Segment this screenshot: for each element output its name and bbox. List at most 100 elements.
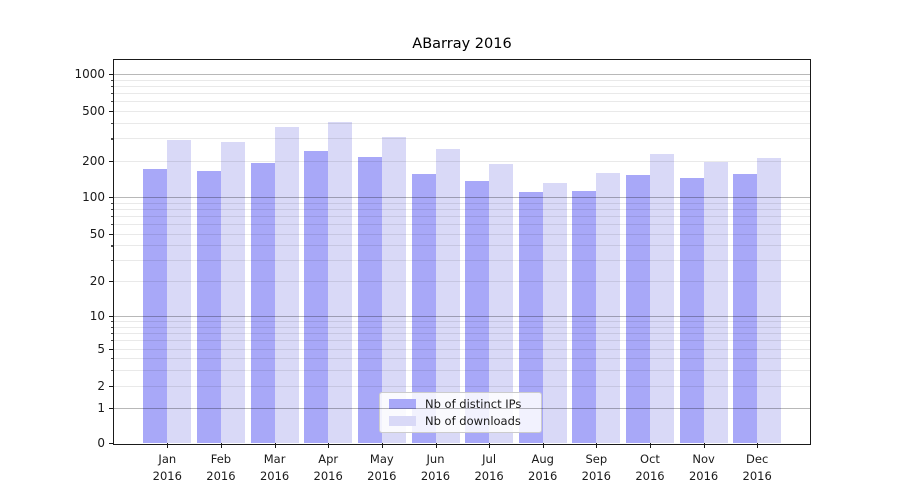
y-minortick-7: [111, 333, 114, 335]
bar-ips-nov: [679, 178, 704, 443]
x-tick-mar: [274, 443, 276, 448]
y-tick-label-20: 20: [89, 274, 105, 288]
gridline-800: [114, 85, 810, 87]
x-label-aug: Aug 2016: [528, 452, 558, 483]
y-tick-label-2: 2: [97, 379, 105, 393]
x-tick-dec: [757, 443, 759, 448]
y-tick-label-5: 5: [97, 342, 105, 356]
y-minortick-800: [111, 85, 114, 87]
legend-swatch-downloads: [389, 416, 416, 426]
bar-downloads-nov: [703, 161, 728, 443]
y-minortick-60: [111, 224, 114, 226]
y-minortick-9: [111, 321, 114, 323]
y-tick-label-0: 0: [97, 436, 105, 450]
y-minortick-4: [111, 358, 114, 360]
y-minortick-40: [111, 245, 114, 247]
gridline-1000: [114, 74, 810, 75]
bar-ips-apr: [304, 150, 329, 443]
x-tick-sep: [596, 443, 598, 448]
bar-ips-may: [357, 156, 382, 443]
y-minortick-90: [111, 202, 114, 204]
x-tick-nov: [703, 443, 705, 448]
gridline-400: [114, 122, 810, 124]
x-label-sep: Sep 2016: [581, 452, 611, 483]
x-label-mar: Mar 2016: [259, 452, 290, 483]
legend-label-downloads: Nb of downloads: [425, 414, 521, 428]
bar-downloads-aug: [542, 183, 567, 443]
y-minortick-8: [111, 326, 114, 328]
y-tick-label-1: 1: [97, 401, 105, 415]
y-tick-0: [109, 443, 114, 445]
bar-ips-dec: [733, 173, 758, 443]
gridline-500: [114, 110, 810, 112]
legend-entry-downloads: Nb of downloads: [389, 414, 532, 428]
x-tick-jul: [489, 443, 491, 448]
y-tick-500: [109, 110, 114, 112]
y-tick-2: [109, 386, 114, 388]
y-tick-label-200: 200: [82, 153, 105, 168]
legend-entry-distinct-ips: Nb of distinct IPs: [389, 397, 532, 411]
chart-title: ABarray 2016: [412, 36, 512, 52]
y-tick-10: [109, 316, 114, 318]
x-label-dec: Dec 2016: [742, 452, 772, 483]
x-label-jan: Jan 2016: [152, 452, 182, 483]
y-minortick-30: [111, 260, 114, 262]
legend-swatch-distinct-ips: [389, 399, 416, 409]
gridline-700: [114, 92, 810, 94]
y-tick-100: [109, 197, 114, 199]
y-tick-label-1000: 1000: [74, 67, 105, 81]
bar-downloads-sep: [596, 172, 621, 443]
x-label-jun: Jun 2016: [420, 452, 451, 483]
y-minortick-80: [111, 208, 114, 211]
y-tick-1000: [109, 74, 114, 76]
bar-downloads-feb: [220, 142, 245, 443]
x-label-feb: Feb 2016: [206, 452, 236, 483]
y-minortick-70: [111, 216, 114, 218]
legend-label-distinct-ips: Nb of distinct IPs: [425, 397, 522, 411]
bar-ips-mar: [250, 163, 275, 443]
bar-ips-oct: [626, 175, 650, 443]
y-tick-5: [109, 349, 114, 351]
bar-downloads-dec: [757, 157, 782, 443]
gridline-900: [114, 79, 810, 81]
y-tick-200: [109, 160, 114, 162]
y-minortick-900: [111, 79, 114, 81]
legend: Nb of distinct IPs Nb of downloads: [379, 392, 542, 433]
bar-downloads-oct: [650, 154, 674, 443]
x-tick-feb: [220, 443, 223, 448]
y-minortick-400: [111, 122, 114, 124]
x-tick-jan: [167, 443, 169, 448]
bar-ips-sep: [572, 191, 597, 443]
y-tick-label-500: 500: [82, 103, 105, 118]
y-minortick-700: [111, 92, 114, 94]
x-label-apr: Apr 2016: [313, 452, 343, 483]
x-tick-apr: [328, 443, 330, 448]
x-tick-oct: [650, 443, 652, 448]
y-tick-50: [109, 234, 114, 236]
bar-downloads-may: [381, 136, 406, 443]
x-label-may: May 2016: [367, 452, 397, 483]
y-minortick-3: [111, 369, 114, 371]
y-minortick-6: [111, 340, 114, 342]
gridline-600: [114, 100, 810, 102]
x-tick-jun: [435, 443, 437, 448]
x-label-jul: Jul 2016: [474, 452, 504, 483]
bar-downloads-jan: [167, 140, 192, 443]
y-tick-label-10: 10: [89, 309, 105, 323]
x-tick-aug: [542, 443, 544, 448]
y-minortick-300: [111, 138, 114, 140]
y-tick-20: [109, 281, 114, 283]
y-tick-1: [109, 408, 114, 410]
x-label-oct: Oct 2016: [635, 452, 665, 483]
gridline-300: [114, 138, 810, 140]
y-minortick-600: [111, 100, 114, 103]
bar-ips-feb: [196, 170, 221, 443]
y-tick-label-50: 50: [89, 227, 105, 241]
x-label-nov: Nov 2016: [688, 452, 719, 483]
bar-ips-jan: [143, 169, 168, 443]
y-tick-label-100: 100: [82, 190, 105, 204]
x-tick-may: [381, 443, 383, 448]
bar-downloads-mar: [274, 126, 299, 443]
bar-downloads-apr: [328, 122, 353, 443]
